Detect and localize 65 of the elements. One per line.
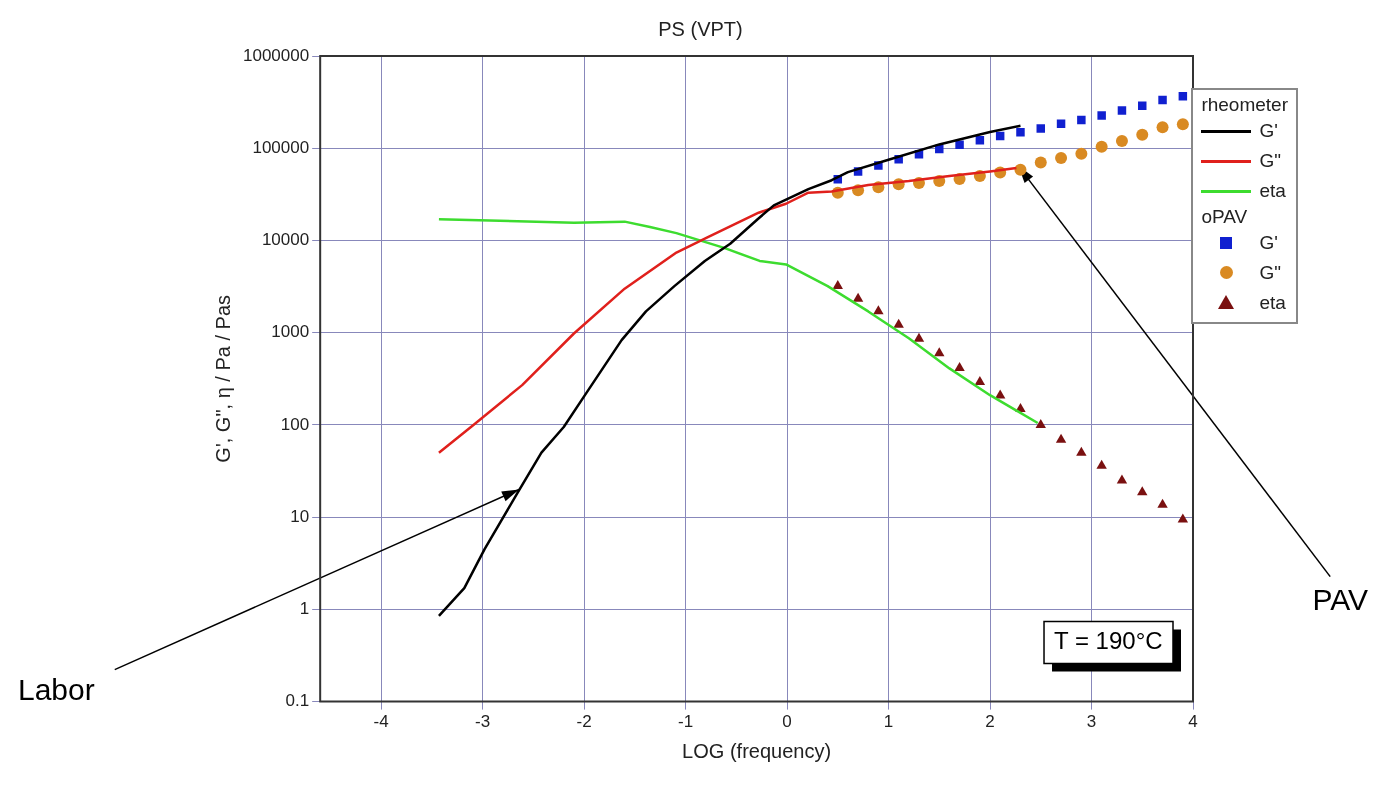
point	[1034, 156, 1047, 169]
y-tick-label: 10000	[261, 230, 310, 250]
point	[1055, 151, 1068, 164]
x-tick-label: -4	[373, 712, 389, 732]
point	[974, 375, 986, 385]
y-axis-title: G', G", η / Pa / Pas	[211, 294, 234, 463]
point	[1177, 513, 1189, 523]
x-tick-label: 1	[883, 712, 894, 732]
text: oPAV	[1201, 206, 1249, 228]
annotation: T = 190°C	[1054, 627, 1163, 655]
point	[1157, 498, 1168, 508]
point	[954, 362, 965, 372]
x-axis-title: LOG (frequency)	[682, 739, 832, 762]
point	[1176, 118, 1189, 131]
point	[873, 305, 884, 315]
chart-title: PS (VPT)	[658, 17, 743, 40]
y-tick-label: 1000	[271, 322, 310, 342]
point	[934, 347, 945, 357]
point	[1055, 433, 1067, 443]
x-tick-label: -2	[576, 712, 592, 732]
point	[1097, 111, 1106, 120]
point	[1156, 121, 1169, 134]
x-tick-label: 2	[985, 712, 995, 732]
point	[1115, 134, 1128, 147]
point	[1076, 446, 1087, 456]
y-tick-label: 100000	[252, 137, 310, 157]
point	[1117, 106, 1127, 115]
text: rheometer	[1201, 94, 1288, 116]
point	[1136, 128, 1149, 141]
point	[955, 140, 964, 150]
legend-label: G"	[1259, 262, 1281, 284]
legend-label: eta	[1259, 292, 1286, 314]
legend-label: G'	[1259, 232, 1278, 254]
point	[1116, 474, 1128, 484]
point	[1036, 124, 1046, 133]
point	[852, 292, 864, 302]
point	[1077, 115, 1086, 125]
point	[935, 144, 944, 154]
point	[1035, 418, 1046, 428]
legend-label: eta	[1259, 180, 1286, 202]
point	[1075, 147, 1088, 160]
x-tick-label: -1	[677, 712, 694, 732]
x-tick-label: 3	[1086, 712, 1097, 732]
y-tick-label: 1	[299, 599, 310, 619]
point	[1096, 459, 1107, 469]
annotation: Labor	[18, 672, 95, 706]
point	[1095, 140, 1108, 153]
y-tick-label: 100	[280, 414, 310, 434]
x-tick-label: 4	[1188, 712, 1198, 732]
point	[975, 136, 985, 145]
legend-label: G"	[1259, 150, 1281, 172]
point	[832, 280, 843, 290]
point	[1137, 486, 1148, 496]
annotation: PAV	[1312, 582, 1368, 616]
y-tick-label: 1000000	[242, 45, 310, 65]
x-tick-label: -3	[475, 712, 491, 732]
point	[893, 318, 904, 328]
point	[1016, 128, 1025, 137]
point	[913, 332, 925, 342]
point	[1158, 95, 1167, 105]
y-tick-label: 0.1	[285, 691, 310, 711]
y-tick-label: 10	[290, 506, 310, 526]
point	[1014, 163, 1027, 176]
legend-label: G'	[1259, 120, 1278, 142]
x-tick-label: 0	[782, 712, 792, 732]
